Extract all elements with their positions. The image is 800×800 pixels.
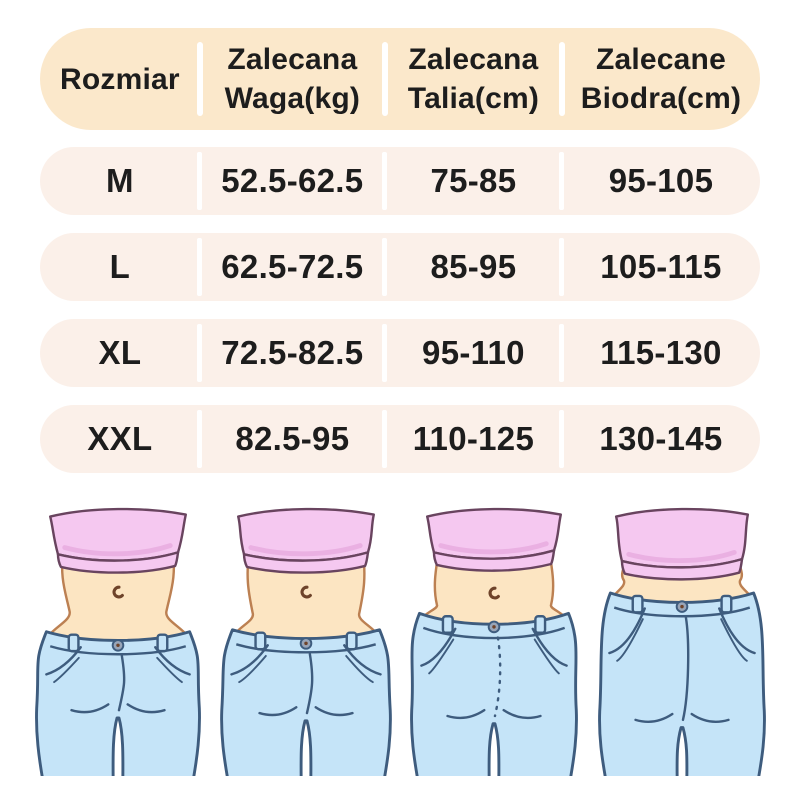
header-cell-waga: Zalecana Waga(kg)	[200, 28, 388, 130]
cell-weight: 82.5-95	[200, 405, 387, 473]
torso-illustration-size-xxl	[598, 507, 766, 776]
table-header: Rozmiar Zalecana Waga(kg) Zalecana Talia…	[40, 28, 760, 130]
header-label-talia: Zalecana Talia(cm)	[407, 43, 540, 115]
cell-weight: 62.5-72.5	[200, 233, 387, 301]
header-cell-talia: Zalecana Talia(cm)	[385, 28, 566, 130]
table-row-xl: XL 72.5-82.5 95-110 115-130	[40, 319, 760, 387]
table-row-m: M 52.5-62.5 75-85 95-105	[40, 147, 760, 215]
cell-weight: 72.5-82.5	[200, 319, 387, 387]
jeans	[410, 611, 578, 776]
cell-size: L	[40, 233, 202, 301]
jeans	[598, 591, 766, 776]
cell-hips: 95-105	[608, 162, 714, 199]
crop-top	[425, 507, 563, 572]
cell-hips: 105-115	[600, 248, 722, 285]
size-chart: Rozmiar Zalecana Waga(kg) Zalecana Talia…	[40, 28, 760, 473]
cell-size: XXL	[40, 405, 202, 473]
crop-top	[614, 507, 750, 581]
header-cell-biodra: Zalecane Biodra(cm)	[562, 28, 760, 130]
torso-illustration-size-l	[220, 507, 392, 776]
cell-waist: 95-110	[385, 319, 565, 387]
cell-size: M	[40, 147, 202, 215]
cell-hips: 115-130	[600, 334, 722, 371]
cell-waist: 110-125	[385, 405, 565, 473]
cell-weight: 52.5-62.5	[200, 147, 387, 215]
cell-size: XL	[40, 319, 202, 387]
cell-waist: 75-85	[385, 147, 565, 215]
header-label-rozmiar: Rozmiar	[60, 62, 180, 96]
torso-illustration-size-m	[35, 507, 201, 776]
table-row-l: L 62.5-72.5 85-95 105-115	[40, 233, 760, 301]
crop-top	[237, 507, 375, 574]
header-label-waga: Zalecana Waga(kg)	[224, 43, 361, 115]
cell-waist: 85-95	[385, 233, 565, 301]
jeans	[220, 628, 392, 776]
crop-top	[49, 507, 187, 574]
header-label-biodra: Zalecane Biodra(cm)	[580, 43, 742, 115]
header-cell-rozmiar: Rozmiar	[40, 28, 203, 130]
body-size-illustrations	[0, 503, 800, 776]
jeans	[35, 630, 201, 776]
torso-illustration-size-xl	[410, 507, 578, 776]
cell-hips: 130-145	[599, 420, 723, 457]
table-row-xxl: XXL 82.5-95 110-125 130-145	[40, 405, 760, 473]
